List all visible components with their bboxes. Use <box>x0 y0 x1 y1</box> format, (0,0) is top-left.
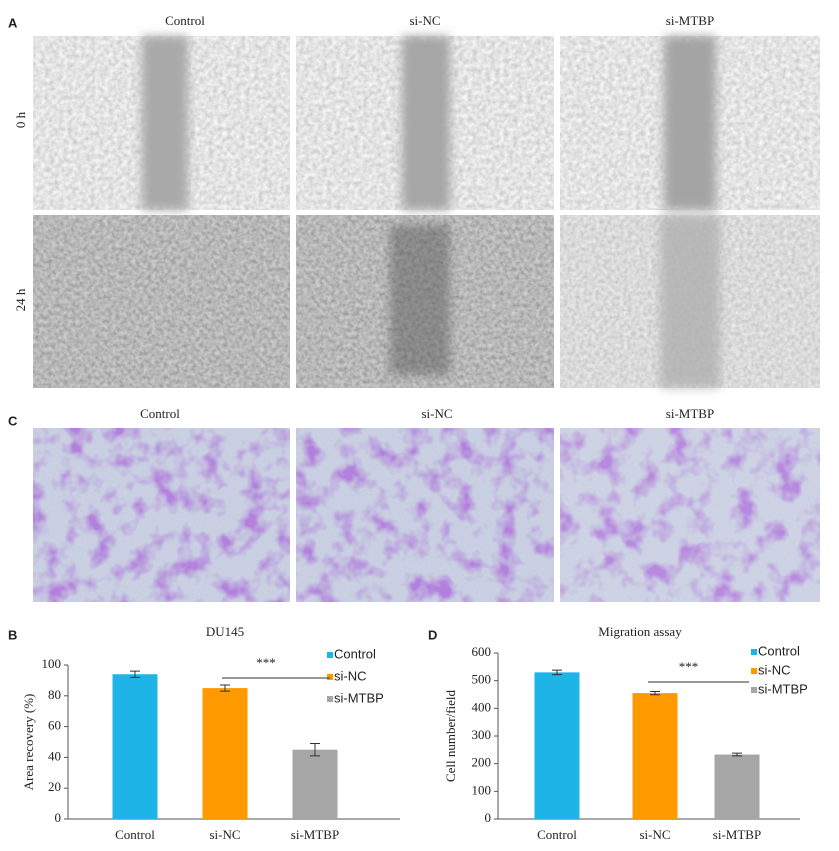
y-axis-label: Area recovery (%) <box>21 694 36 791</box>
column-header: si-MTBP <box>666 13 714 28</box>
significance-label: *** <box>679 659 699 674</box>
legend-label: Control <box>758 643 800 658</box>
chart-title: DU145 <box>206 624 244 639</box>
y-tick-label: 400 <box>472 699 492 714</box>
column-header: Control <box>140 406 180 421</box>
y-tick-label: 40 <box>48 748 61 763</box>
error-bar <box>732 752 742 757</box>
row-label: 0 h <box>13 111 28 128</box>
y-axis-label: Cell number/field <box>443 689 458 782</box>
y-tick-label: 0 <box>485 810 492 825</box>
y-tick-label: 60 <box>48 718 61 733</box>
legend-label: si-NC <box>334 668 367 683</box>
bar <box>292 749 338 819</box>
column-header: si-NC <box>409 13 440 28</box>
y-tick-label: 300 <box>472 727 492 742</box>
micrograph <box>33 428 820 602</box>
legend-swatch <box>751 687 757 693</box>
x-tick-label: si-NC <box>209 827 240 842</box>
x-tick-label: si-MTBP <box>713 827 761 842</box>
y-tick-label: 600 <box>472 644 492 659</box>
error-bar <box>130 670 140 678</box>
x-tick-label: Control <box>537 827 577 842</box>
legend-swatch <box>751 668 757 674</box>
column-header: si-MTBP <box>666 406 714 421</box>
bar <box>534 672 580 819</box>
legend-swatch <box>327 674 333 680</box>
error-bar <box>650 690 660 696</box>
micrograph <box>33 36 820 210</box>
y-tick-label: 200 <box>472 755 492 770</box>
error-bar <box>310 743 320 757</box>
legend-swatch <box>327 652 333 658</box>
y-tick-label: 20 <box>48 779 61 794</box>
legend-swatch <box>751 649 757 655</box>
micrograph <box>33 215 820 388</box>
y-tick-label: 0 <box>55 810 62 825</box>
y-tick-label: 500 <box>472 672 492 687</box>
column-header: Control <box>165 13 205 28</box>
panel-label: C <box>8 413 18 428</box>
legend-label: Control <box>334 646 376 661</box>
error-bar <box>220 684 230 692</box>
x-tick-label: Control <box>115 827 155 842</box>
panel-label: A <box>8 15 18 30</box>
y-tick-label: 100 <box>42 656 62 671</box>
bar <box>632 693 678 819</box>
legend-label: si-NC <box>758 662 791 677</box>
significance-label: *** <box>256 655 276 670</box>
legend-swatch <box>327 696 333 702</box>
bar <box>112 674 158 819</box>
chart-title: Migration assay <box>598 624 682 639</box>
x-tick-label: si-NC <box>639 827 670 842</box>
bar <box>202 688 248 819</box>
bar <box>714 754 760 819</box>
row-label: 24 h <box>13 288 28 311</box>
x-tick-label: si-MTBP <box>291 827 339 842</box>
panel-label: D <box>428 627 437 642</box>
legend-label: si-MTBP <box>758 681 808 696</box>
y-tick-label: 80 <box>48 687 61 702</box>
error-bar <box>552 669 562 676</box>
panel-label: B <box>8 627 17 642</box>
y-tick-label: 100 <box>472 782 492 797</box>
column-header: si-NC <box>421 406 452 421</box>
legend-label: si-MTBP <box>334 690 384 705</box>
